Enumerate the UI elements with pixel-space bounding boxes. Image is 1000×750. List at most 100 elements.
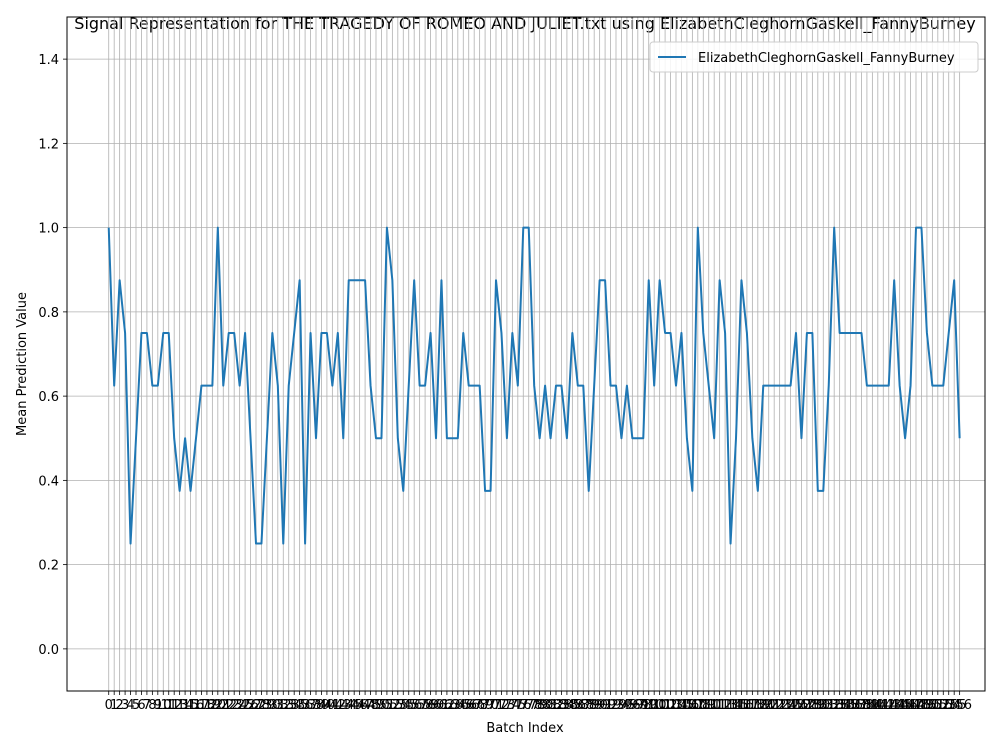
x-tick-label: 81 — [542, 698, 559, 713]
x-tick-label: 33 — [280, 698, 297, 713]
x-tick-label: 27 — [248, 698, 265, 713]
x-tick-label: 74 — [504, 698, 521, 713]
x-tick-label: 49 — [368, 698, 385, 713]
x-tick-label: 93 — [608, 698, 625, 713]
x-tick-label: 132 — [816, 698, 841, 713]
x-tick-label: 16 — [188, 698, 205, 713]
x-tick-label: 39 — [313, 698, 330, 713]
x-tick-label: 3 — [121, 698, 129, 713]
x-tick-label: 30 — [264, 698, 281, 713]
x-tick-label: 91 — [597, 698, 614, 713]
x-tick-label: 82 — [548, 698, 565, 713]
x-tick-label: 37 — [302, 698, 319, 713]
x-tick-label: 97 — [630, 698, 647, 713]
x-tick-label: 70 — [482, 698, 499, 713]
x-tick-label: 117 — [734, 698, 759, 713]
x-tick-label: 36 — [297, 698, 314, 713]
x-tick-label: 54 — [395, 698, 412, 713]
x-tick-label: 63 — [444, 698, 461, 713]
x-tick-label: 140 — [860, 698, 885, 713]
y-tick-label: 0.8 — [38, 306, 59, 321]
y-tick-label: 1.4 — [38, 53, 59, 68]
x-tick-label: 44 — [340, 698, 357, 713]
x-tick-label: 104 — [664, 698, 689, 713]
x-tick-label: 73 — [499, 698, 516, 713]
x-tick-label: 100 — [642, 698, 667, 713]
x-tick-label: 69 — [477, 698, 494, 713]
x-tick-label: 150 — [914, 698, 939, 713]
x-tick-label: 111 — [702, 698, 727, 713]
x-tick-label: 41 — [324, 698, 341, 713]
x-tick-label: 112 — [707, 698, 732, 713]
x-tick-label: 137 — [844, 698, 869, 713]
x-tick-label: 32 — [275, 698, 292, 713]
x-tick-label: 127 — [789, 698, 814, 713]
x-tick-label: 80 — [537, 698, 554, 713]
y-tick-label: 0.6 — [38, 390, 59, 405]
x-tick-label: 103 — [658, 698, 683, 713]
x-tick-label: 79 — [531, 698, 548, 713]
x-tick-label: 120 — [751, 698, 776, 713]
x-tick-label: 136 — [838, 698, 863, 713]
x-tick-label: 155 — [942, 698, 967, 713]
x-tick-label: 108 — [685, 698, 710, 713]
x-tick-label: 139 — [854, 698, 879, 713]
x-tick-label: 8 — [148, 698, 156, 713]
x-tick-label: 62 — [439, 698, 456, 713]
x-tick-label: 130 — [805, 698, 830, 713]
x-tick-label: 64 — [450, 698, 467, 713]
x-tick-label: 53 — [390, 698, 407, 713]
x-tick-label: 95 — [619, 698, 636, 713]
x-tick-label: 26 — [242, 698, 259, 713]
x-tick-label: 35 — [291, 698, 308, 713]
x-axis-label: Batch Index — [486, 721, 564, 736]
x-tick-label: 77 — [520, 698, 537, 713]
x-tick-label: 10 — [155, 698, 172, 713]
x-tick-label: 75 — [510, 698, 527, 713]
x-tick-label: 23 — [226, 698, 243, 713]
x-tick-label: 14 — [177, 698, 194, 713]
legend-box — [649, 41, 979, 73]
x-tick-label: 88 — [580, 698, 597, 713]
x-tick-label: 135 — [833, 698, 858, 713]
x-tick-label: 78 — [526, 698, 543, 713]
series-layer — [107, 226, 961, 545]
x-tick-label: 5 — [132, 698, 140, 713]
x-tick-label: 86 — [570, 698, 587, 713]
x-tick-label: 151 — [920, 698, 945, 713]
y-tick-label: 1.0 — [38, 222, 59, 237]
x-tick-label: 124 — [773, 698, 798, 713]
x-tick-label: 65 — [455, 698, 472, 713]
x-tick-label: 106 — [674, 698, 699, 713]
x-tick-label: 114 — [718, 698, 743, 713]
x-tick-label: 60 — [428, 698, 445, 713]
x-tick-label: 98 — [635, 698, 652, 713]
x-tick-label: 146 — [893, 698, 918, 713]
x-tick-label: 90 — [591, 698, 608, 713]
y-gridlines — [67, 58, 985, 650]
x-tick-label: 128 — [794, 698, 819, 713]
x-tick-label: 67 — [466, 698, 483, 713]
x-tick-label: 15 — [182, 698, 199, 713]
x-tick-label: 145 — [887, 698, 912, 713]
x-tick-label: 126 — [784, 698, 809, 713]
y-tick-label: 0.2 — [38, 559, 59, 574]
y-tick-label: 1.2 — [38, 137, 59, 152]
x-tick-label: 50 — [373, 698, 390, 713]
x-tick-label: 105 — [669, 698, 694, 713]
legend: ElizabethCleghornGaskell_FannyBurney — [649, 41, 979, 73]
x-tick-label: 123 — [767, 698, 792, 713]
x-tick-label: 83 — [553, 698, 570, 713]
x-tick-label: 34 — [286, 698, 303, 713]
series-line — [107, 226, 961, 545]
x-tick-label: 68 — [471, 698, 488, 713]
x-tick-label: 6 — [137, 698, 145, 713]
y-ticks: 0.0 0.2 0.4 0.6 0.8 1.0 1.2 1.4 — [38, 53, 67, 658]
x-tick-label: 115 — [724, 698, 749, 713]
x-tick-label: 154 — [936, 698, 961, 713]
x-tick-label: 118 — [740, 698, 765, 713]
x-tick-label: 92 — [602, 698, 619, 713]
x-tick-label: 144 — [882, 698, 907, 713]
x-tick-label: 52 — [384, 698, 401, 713]
